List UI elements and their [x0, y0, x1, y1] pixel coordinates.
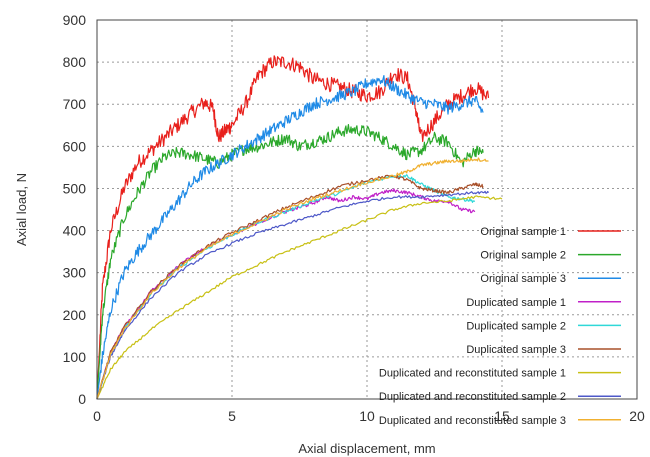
- legend-label: Duplicated sample 2: [466, 320, 566, 332]
- legend: Original sample 1 Original sample 2 Origin…: [379, 226, 621, 427]
- y-tick-label: 0: [78, 391, 86, 407]
- y-tick-label: 200: [63, 307, 87, 323]
- x-axis-ticks: 0 5 10 15 20: [93, 408, 645, 424]
- legend-label: Duplicated and reconstituted sample 1: [379, 368, 566, 380]
- legend-label: Duplicated sample 1: [466, 297, 566, 309]
- y-axis-ticks: 0 100 200 300 400 500 600 700 800 900: [63, 12, 87, 407]
- plot-area-frame: [96, 19, 638, 400]
- y-axis-title: Axial load, N: [14, 173, 29, 246]
- legend-label: Duplicated and reconstituted sample 3: [379, 415, 566, 427]
- y-tick-label: 400: [63, 223, 87, 239]
- series-line-1: [96, 55, 490, 400]
- y-tick-label: 100: [63, 349, 87, 365]
- grid-lines: [97, 20, 637, 399]
- x-tick-label: 0: [93, 408, 101, 424]
- y-tick-label: 600: [63, 138, 87, 154]
- legend-label: Original sample 2: [480, 250, 566, 262]
- y-tick-label: 800: [63, 54, 87, 70]
- legend-label: Duplicated sample 3: [466, 344, 566, 356]
- series-line-2: [96, 123, 484, 400]
- y-tick-label: 900: [63, 12, 87, 28]
- series-line-8: [96, 190, 489, 400]
- y-tick-label: 700: [63, 96, 87, 112]
- x-axis-title: Axial displacement, mm: [298, 441, 435, 456]
- series-line-7: [96, 195, 503, 400]
- series-line-3: [96, 74, 484, 400]
- x-tick-label: 10: [359, 408, 375, 424]
- legend-label: Duplicated and reconstituted sample 2: [379, 391, 566, 403]
- x-tick-label: 15: [494, 408, 510, 424]
- legend-label: Original sample 3: [480, 273, 566, 285]
- y-tick-label: 300: [63, 265, 87, 281]
- x-tick-label: 20: [629, 408, 645, 424]
- series-lines: [96, 55, 503, 400]
- x-tick-label: 5: [228, 408, 236, 424]
- series-line-9: [96, 157, 489, 400]
- y-tick-label: 500: [63, 180, 87, 196]
- legend-label: Original sample 1: [480, 226, 566, 238]
